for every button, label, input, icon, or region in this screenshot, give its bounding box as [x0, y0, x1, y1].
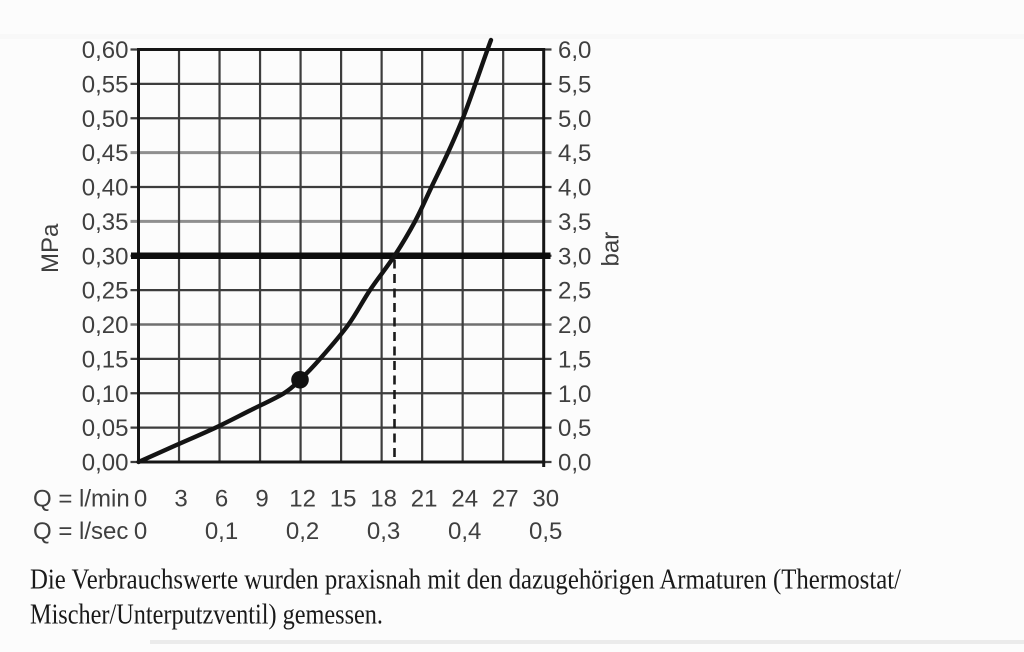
svg-text:0,10: 0,10	[82, 381, 129, 408]
svg-text:0,2: 0,2	[286, 518, 319, 545]
svg-text:9: 9	[255, 486, 268, 513]
svg-text:0,3: 0,3	[367, 518, 400, 545]
svg-text:30: 30	[532, 486, 559, 513]
svg-text:0,20: 0,20	[82, 312, 129, 339]
svg-text:0,5: 0,5	[529, 518, 562, 545]
svg-text:0: 0	[134, 486, 147, 513]
svg-text:Q = l/sec: Q = l/sec	[33, 518, 128, 545]
svg-text:6: 6	[215, 486, 228, 513]
svg-text:18: 18	[370, 486, 397, 513]
svg-text:2,0: 2,0	[558, 312, 591, 339]
svg-text:1,5: 1,5	[558, 347, 591, 374]
svg-text:0,55: 0,55	[82, 72, 129, 99]
svg-text:0,35: 0,35	[82, 209, 129, 236]
svg-text:0,1: 0,1	[205, 518, 238, 545]
svg-text:3,5: 3,5	[558, 209, 591, 236]
svg-text:24: 24	[451, 486, 478, 513]
svg-text:0,00: 0,00	[82, 450, 129, 477]
svg-text:MPa: MPa	[37, 223, 64, 273]
svg-text:21: 21	[411, 486, 438, 513]
svg-text:5,0: 5,0	[558, 106, 591, 133]
svg-text:0,15: 0,15	[82, 347, 129, 374]
svg-text:0,5: 0,5	[558, 415, 591, 442]
svg-text:0: 0	[134, 518, 147, 545]
svg-text:0,40: 0,40	[82, 175, 129, 202]
svg-text:27: 27	[492, 486, 519, 513]
svg-text:4,0: 4,0	[558, 175, 591, 202]
svg-text:0,0: 0,0	[558, 450, 591, 477]
svg-text:0,50: 0,50	[82, 106, 129, 133]
svg-text:12: 12	[289, 486, 316, 513]
svg-text:0,45: 0,45	[82, 140, 129, 167]
svg-text:0,4: 0,4	[448, 518, 481, 545]
svg-text:0,25: 0,25	[82, 278, 129, 305]
svg-text:3,0: 3,0	[558, 243, 591, 270]
svg-text:6,0: 6,0	[558, 37, 591, 64]
svg-text:Q = l/min: Q = l/min	[33, 486, 130, 513]
svg-text:0,05: 0,05	[82, 415, 129, 442]
svg-text:3: 3	[174, 486, 187, 513]
svg-text:2,5: 2,5	[558, 278, 591, 305]
svg-text:15: 15	[330, 486, 357, 513]
svg-text:5,5: 5,5	[558, 72, 591, 99]
svg-text:4,5: 4,5	[558, 140, 591, 167]
svg-text:0,30: 0,30	[82, 243, 129, 270]
svg-text:1,0: 1,0	[558, 381, 591, 408]
svg-text:Mischer/Unterputzventil) gemes: Mischer/Unterputzventil) gemessen.	[30, 600, 383, 631]
svg-text:0,60: 0,60	[82, 37, 129, 64]
svg-text:Die Verbrauchswerte wurden pra: Die Verbrauchswerte wurden praxisnah mit…	[30, 564, 901, 595]
svg-text:bar: bar	[598, 232, 625, 267]
